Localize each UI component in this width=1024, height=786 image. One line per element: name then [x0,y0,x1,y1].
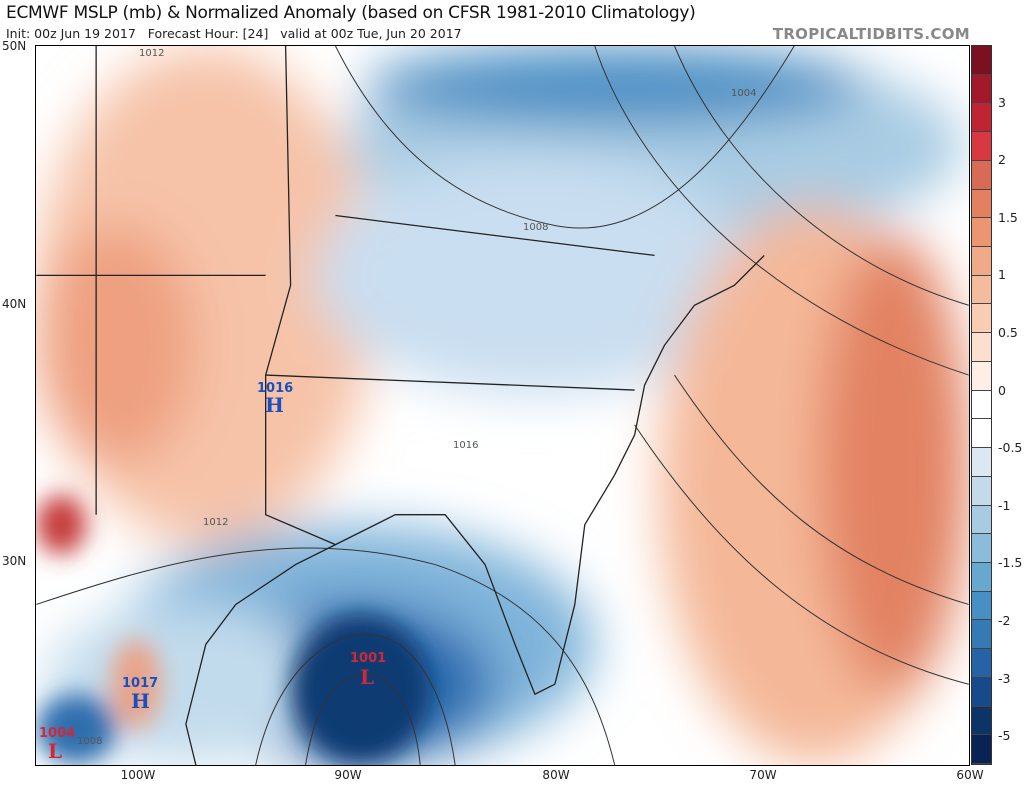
colorbar-segment [972,132,991,161]
isobar-label: 1012 [203,517,229,528]
lon-label: 60W [956,768,984,782]
colorbar-segment [972,735,991,764]
colorbar-segment [972,419,991,449]
colorbar-segment [972,534,991,563]
colorbar-segment [972,361,991,391]
colorbar-segment [972,304,991,334]
high-pressure-value: 1016 [257,381,294,396]
high-pressure-value: 1017 [122,676,159,691]
colorbar-label: 1 [998,267,1006,283]
colorbar-label: -5 [998,728,1011,744]
lon-label: 70W [749,768,777,782]
high-pressure-marker: H [131,689,150,713]
colorbar [971,45,992,765]
lat-label: 40N [2,297,27,311]
map-title: ECMWF MSLP (mb) & Normalized Anomaly (ba… [6,3,696,23]
isobar-label: 1012 [139,48,165,59]
lon-label: 90W [334,768,362,782]
low-pressure-marker: L [360,665,375,689]
colorbar-label: 0 [998,382,1006,398]
lon-label: 80W [542,768,570,782]
isobar-label: 1008 [77,736,103,747]
colorbar-segment [972,390,991,420]
colorbar-segment [972,677,991,707]
brand-watermark: TROPICALTIDBITS.COM [772,25,970,43]
colorbar-segment [972,562,991,592]
colorbar-label: 0.5 [998,325,1018,340]
colorbar-segment [972,189,991,219]
map-subtitle: Init: 00z Jun 19 2017 Forecast Hour: [24… [6,26,462,41]
low-pressure-value: 1004 [39,726,76,741]
colorbar-segment [972,591,991,621]
colorbar-segment [972,649,991,678]
isobar-label: 1004 [731,88,757,99]
colorbar-segment [972,46,991,75]
colorbar-label: 2 [998,152,1006,168]
lat-label: 50N [2,39,27,53]
anomaly-map: 1012 1004 1008 1016 1012 1008 1016 H 100… [35,45,970,766]
colorbar-label: 3 [998,94,1006,110]
colorbar-label: -2 [998,613,1011,628]
colorbar-segment [972,74,991,104]
colorbar-label: -1.5 [998,555,1023,571]
colorbar-segment [972,103,991,133]
colorbar-segment [972,247,991,276]
colorbar-segment [972,275,991,305]
colorbar-segment [972,448,991,477]
low-pressure-marker: L [48,739,63,763]
isobar-label: 1008 [523,222,549,233]
colorbar-segment [972,505,991,535]
colorbar-label: -3 [998,670,1011,686]
colorbar-segment [972,218,991,248]
isobar-label: 1016 [453,440,479,451]
colorbar-segment [972,620,991,650]
map-field [36,46,969,765]
colorbar-segment [972,160,991,190]
colorbar-segment [972,333,991,362]
colorbar-label: -1 [998,497,1011,513]
low-pressure-value: 1001 [350,651,387,666]
high-pressure-marker: H [265,393,284,417]
colorbar-segment [972,476,991,506]
colorbar-label: -0.5 [998,440,1023,456]
lat-label: 30N [2,554,27,568]
lon-label: 100W [120,768,156,782]
colorbar-label: 1.5 [998,209,1018,225]
colorbar-segment [972,706,991,736]
